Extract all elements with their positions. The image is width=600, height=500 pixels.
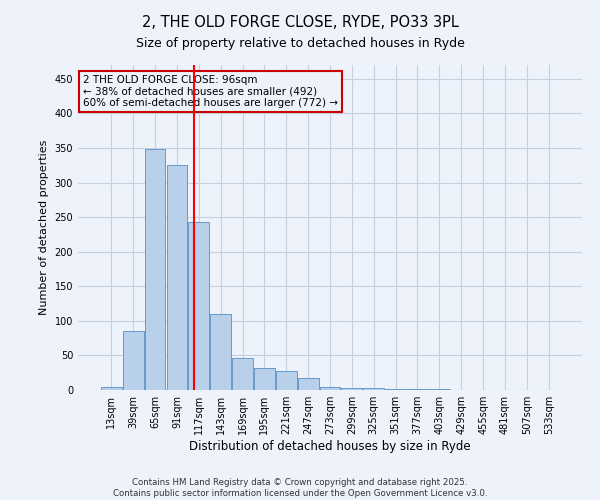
Bar xyxy=(145,150,166,390)
Bar xyxy=(188,222,209,390)
Bar xyxy=(298,378,319,390)
Text: 2 THE OLD FORGE CLOSE: 96sqm
← 38% of detached houses are smaller (492)
60% of s: 2 THE OLD FORGE CLOSE: 96sqm ← 38% of de… xyxy=(83,74,338,108)
Bar xyxy=(320,386,340,390)
Bar xyxy=(210,314,231,390)
Bar xyxy=(232,358,253,390)
Bar xyxy=(123,331,143,390)
Bar xyxy=(385,388,406,390)
Bar xyxy=(429,388,450,390)
Text: 2, THE OLD FORGE CLOSE, RYDE, PO33 3PL: 2, THE OLD FORGE CLOSE, RYDE, PO33 3PL xyxy=(142,15,458,30)
Text: Contains HM Land Registry data © Crown copyright and database right 2025.
Contai: Contains HM Land Registry data © Crown c… xyxy=(113,478,487,498)
Bar xyxy=(101,386,122,390)
Bar xyxy=(364,388,384,390)
Bar xyxy=(341,388,362,390)
X-axis label: Distribution of detached houses by size in Ryde: Distribution of detached houses by size … xyxy=(189,440,471,453)
Bar xyxy=(276,370,296,390)
Y-axis label: Number of detached properties: Number of detached properties xyxy=(39,140,49,315)
Bar xyxy=(167,166,187,390)
Bar xyxy=(254,368,275,390)
Text: Size of property relative to detached houses in Ryde: Size of property relative to detached ho… xyxy=(136,38,464,51)
